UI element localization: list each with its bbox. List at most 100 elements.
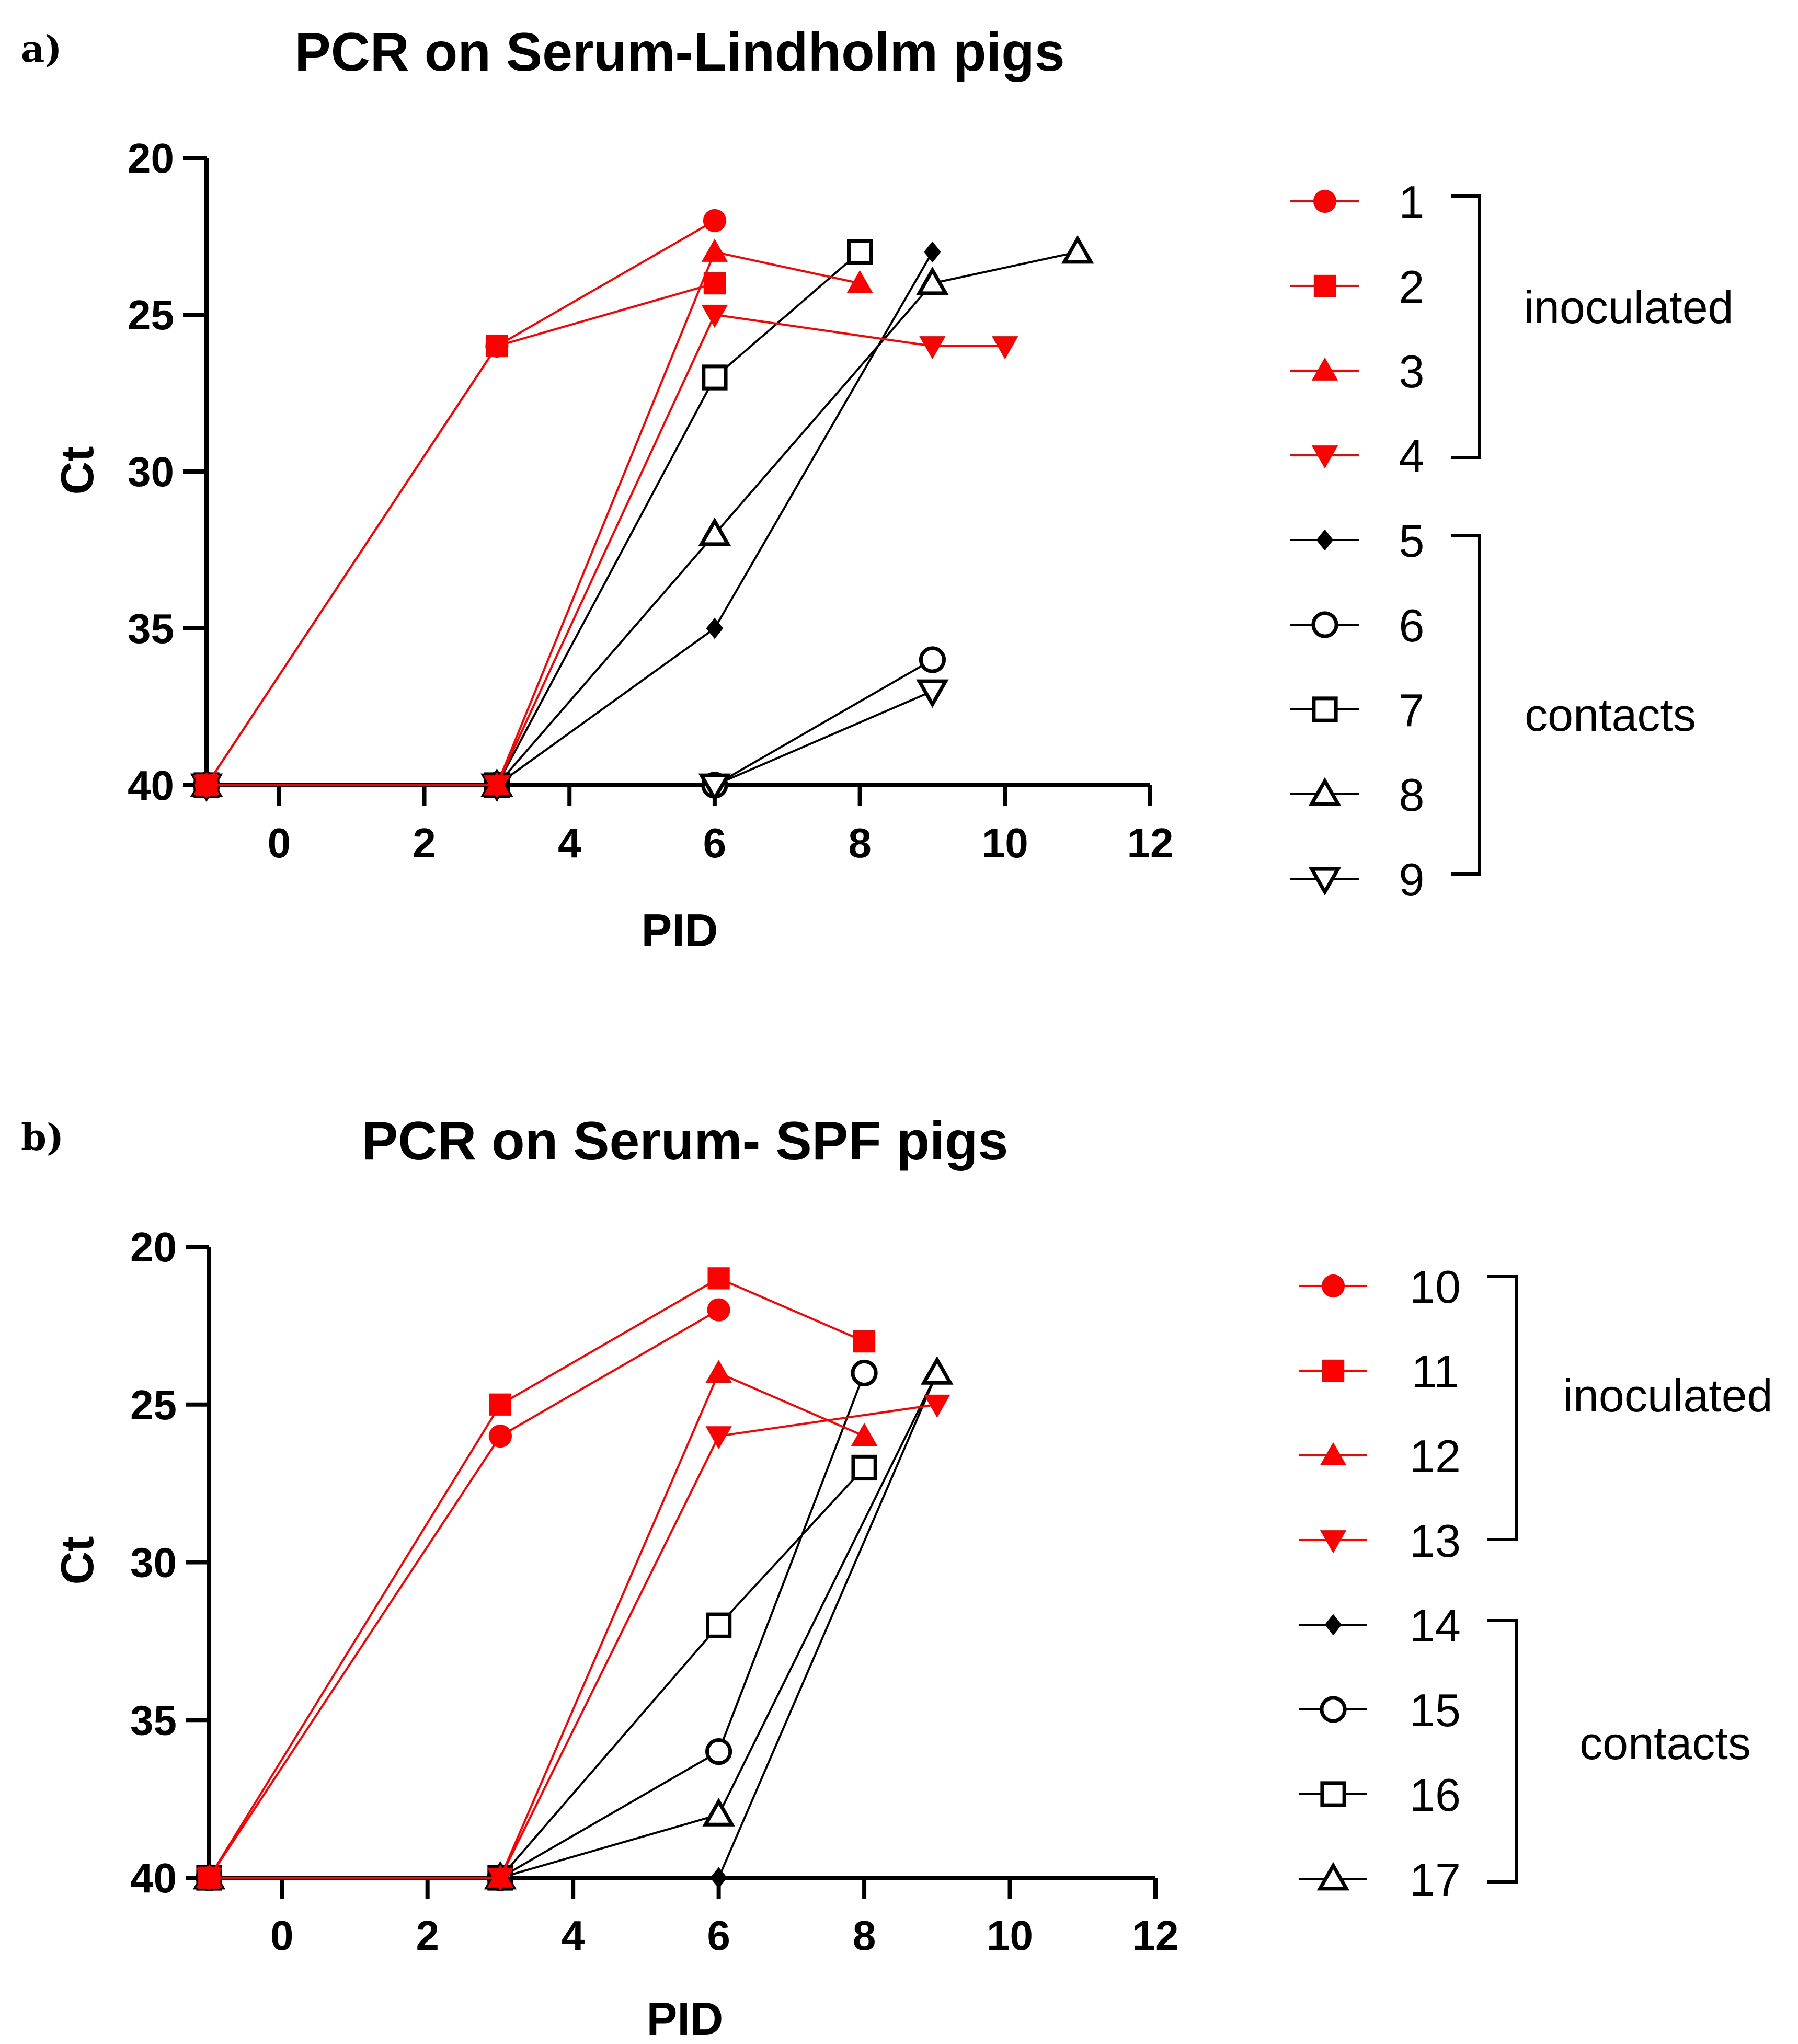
plot-area: 20 25 30 35 40 0 2 4 6 8 10 12 <box>128 135 1173 866</box>
x-tick-label: 0 <box>268 820 291 866</box>
series-17 <box>192 1356 954 1890</box>
data-point-11 <box>489 1393 512 1416</box>
data-point-4 <box>992 336 1018 360</box>
data-point-12 <box>851 1422 878 1446</box>
y-tick-label: 40 <box>128 762 174 809</box>
x-tick-label: 10 <box>987 1912 1033 1959</box>
data-point-2 <box>486 335 508 358</box>
data-point-15 <box>851 1359 878 1386</box>
legend: 1 2 3 4 5 6 7 8 9 <box>1290 176 1481 905</box>
group-bracket-inoculated <box>1487 1275 1518 1541</box>
legend-label: 5 <box>1399 515 1425 567</box>
panel-b-y-axis-label: Ct <box>51 1536 103 1585</box>
x-tick-label: 0 <box>270 1912 294 1959</box>
series-10 <box>197 1298 730 1890</box>
y-tick-label: 30 <box>130 1540 177 1586</box>
legend-marker <box>1316 529 1334 551</box>
legend-marker <box>1308 867 1342 896</box>
data-point-4 <box>484 775 510 799</box>
data-point-2 <box>703 272 726 295</box>
legend-item-15: 15 <box>1299 1684 1461 1736</box>
data-point-7 <box>846 239 873 265</box>
legend-label: 3 <box>1399 346 1425 397</box>
series-line-5 <box>207 251 934 786</box>
data-point-15 <box>705 1738 732 1765</box>
legend-item-1: 1 <box>1290 176 1424 228</box>
legend-item-8: 8 <box>1290 769 1424 821</box>
data-point-10 <box>488 1425 512 1448</box>
group-bracket-contacts <box>1487 1619 1518 1884</box>
panel-a-x-axis-label: PID <box>642 904 718 956</box>
legend-marker <box>1312 696 1338 722</box>
legend-item-6: 6 <box>1290 600 1424 651</box>
data-point-7 <box>702 364 728 391</box>
y-tick-label: 25 <box>130 1382 177 1428</box>
data-point-16 <box>851 1454 877 1481</box>
legend-item-7: 7 <box>1290 684 1424 736</box>
legend-label: 17 <box>1410 1854 1461 1905</box>
legend-label: 2 <box>1399 261 1425 313</box>
legend-label: 11 <box>1411 1346 1459 1397</box>
data-point-8 <box>698 517 731 546</box>
legend-label: 1 <box>1399 176 1425 228</box>
data-point-11 <box>853 1330 876 1353</box>
x-tick-label: 12 <box>1127 820 1174 866</box>
series-2 <box>195 272 726 797</box>
panel-a-label: a) <box>21 27 62 71</box>
group-bracket-contacts <box>1451 534 1481 876</box>
series-line-4 <box>207 313 1005 786</box>
panel-b-x-axis-label: PID <box>647 1993 724 2044</box>
panel-a-group-label-inoculated: inoculated <box>1524 281 1733 333</box>
series-line-9 <box>207 690 933 786</box>
series-9 <box>190 679 949 802</box>
legend-label: 16 <box>1410 1769 1461 1821</box>
series-line-13 <box>209 1403 937 1879</box>
series-4 <box>193 305 1018 799</box>
panel-a: a) PCR on Serum-Lindholm pigs PID Ct ino… <box>21 22 1734 956</box>
series-line-14 <box>209 1372 938 1879</box>
data-point-16 <box>705 1612 732 1638</box>
data-point-3 <box>701 238 728 262</box>
legend-marker <box>1321 1274 1345 1298</box>
series-12 <box>196 1360 878 1888</box>
data-point-5 <box>706 617 724 639</box>
legend-label: 10 <box>1410 1261 1461 1313</box>
data-point-3 <box>846 270 873 293</box>
data-point-13 <box>705 1426 732 1450</box>
legend-marker <box>1322 1359 1345 1382</box>
panel-a-title: PCR on Serum-Lindholm pigs <box>294 22 1064 83</box>
panel-b-group-label-contacts: contacts <box>1579 1717 1751 1769</box>
panel-b-group-label-inoculated: inoculated <box>1563 1370 1772 1421</box>
x-tick-label: 4 <box>562 1912 585 1959</box>
legend-item-17: 17 <box>1299 1854 1461 1905</box>
legend-item-3: 3 <box>1290 346 1424 397</box>
series-6 <box>193 646 946 799</box>
data-point-17 <box>921 1356 954 1385</box>
data-point-9 <box>916 679 949 708</box>
y-tick-label: 20 <box>130 1224 177 1270</box>
legend-label: 4 <box>1399 430 1425 482</box>
x-tick-label: 8 <box>853 1912 876 1959</box>
legend-label: 13 <box>1410 1515 1461 1567</box>
y-tick-label: 35 <box>130 1697 177 1743</box>
legend-item-9: 9 <box>1290 854 1424 905</box>
legend-label: 14 <box>1410 1600 1461 1651</box>
legend-item-11: 11 <box>1299 1346 1459 1397</box>
x-tick-label: 4 <box>558 820 581 866</box>
series-line-11 <box>208 1277 865 1879</box>
legend-marker <box>1313 189 1337 213</box>
legend-item-10: 10 <box>1299 1261 1461 1313</box>
panel-b-label: b) <box>21 1116 64 1159</box>
series-14 <box>200 1362 946 1889</box>
panel-a-group-label-contacts: contacts <box>1525 689 1696 741</box>
legend-marker <box>1320 1781 1346 1807</box>
data-point-17 <box>702 1798 735 1827</box>
legend-marker <box>1311 445 1338 469</box>
data-point-13 <box>196 1868 223 1891</box>
plot-area: 20 25 30 35 40 0 2 4 6 8 10 12 <box>130 1224 1178 1959</box>
x-tick-label: 10 <box>982 820 1028 866</box>
series-13 <box>196 1394 950 1891</box>
legend-item-2: 2 <box>1290 261 1424 313</box>
series-16 <box>196 1454 877 1891</box>
